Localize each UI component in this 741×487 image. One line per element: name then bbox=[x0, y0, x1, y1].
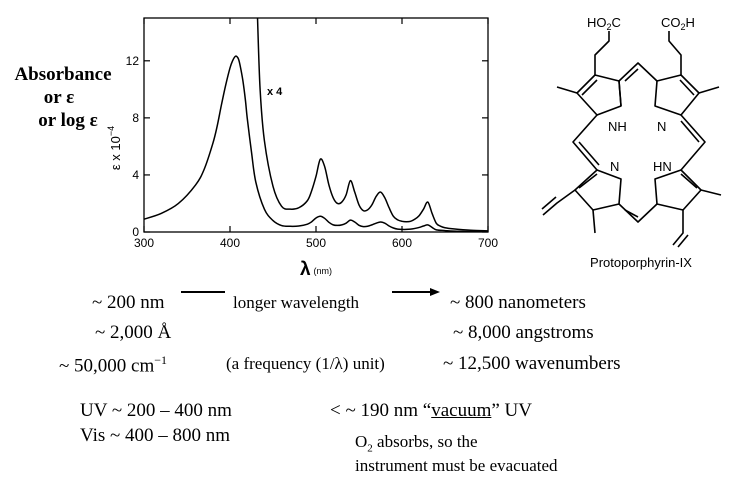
series-line-x4 bbox=[256, 17, 489, 232]
protoporphyrin-structure: HO2C CO2H NH N N HN Protoporphyrin-IX bbox=[541, 15, 722, 270]
left-carboxyl-label: HO2C bbox=[587, 15, 621, 32]
chart-axes bbox=[143, 17, 489, 233]
absorption-spectrum-chart: 300 400 500 600 700 0 4 8 12 ε x 10−4 λ (nm) x 4 bbox=[106, 17, 498, 280]
scale-right-wavenumber: ~ 12,500 wavenumbers bbox=[443, 353, 621, 374]
side-label-absorbance: Absorbance bbox=[14, 64, 112, 85]
x-axis-title: λ (nm) bbox=[300, 259, 332, 280]
n-label-1: N bbox=[657, 119, 666, 134]
series-line-spectrum bbox=[143, 55, 489, 233]
side-label-log-epsilon: or log ε bbox=[38, 110, 98, 131]
x-tick-label: 600 bbox=[392, 236, 412, 250]
scale-arrow-label: longer wavelength bbox=[233, 293, 360, 312]
x-tick-label: 300 bbox=[134, 236, 154, 250]
nh-label-1: NH bbox=[608, 119, 627, 134]
y-tick-label: 8 bbox=[132, 111, 139, 125]
chart-series bbox=[143, 17, 489, 233]
o2-absorbs-note: O2 absorbs, so the bbox=[355, 432, 478, 455]
y-tick-label: 4 bbox=[132, 168, 139, 182]
scale-right-nm: ~ 800 nanometers bbox=[450, 292, 586, 313]
scale-left-wavenumber: ~ 50,000 cm−1 bbox=[59, 353, 168, 377]
scale-left-nm: ~ 200 nm bbox=[92, 292, 165, 313]
x-tick-label: 400 bbox=[220, 236, 240, 250]
instrument-evacuated-note: instrument must be evacuated bbox=[355, 456, 558, 475]
x4-annotation: x 4 bbox=[267, 86, 283, 98]
chart-ticks: 300 400 500 600 700 0 4 8 12 bbox=[126, 18, 498, 250]
y-tick-label: 0 bbox=[132, 225, 139, 239]
side-label-epsilon: or ε bbox=[43, 87, 75, 108]
scale-right-angstrom: ~ 8,000 angstroms bbox=[453, 322, 594, 343]
y-axis-title: ε x 10−4 bbox=[106, 126, 123, 170]
vis-range: Vis ~ 400 – 800 nm bbox=[80, 425, 231, 446]
n-label-2: N bbox=[610, 159, 619, 174]
hn-label-2: HN bbox=[653, 159, 672, 174]
scale-arrow bbox=[392, 288, 440, 296]
plot-frame bbox=[143, 17, 489, 233]
y-tick-label: 12 bbox=[126, 54, 140, 68]
scale-line-left bbox=[181, 291, 225, 293]
side-axis-label: Absorbance or ε or log ε bbox=[2, 63, 124, 132]
x-tick-label: 500 bbox=[306, 236, 326, 250]
frequency-unit-note: (a frequency (1/λ) unit) bbox=[226, 354, 385, 373]
uv-range: UV ~ 200 – 400 nm bbox=[80, 400, 232, 421]
scale-left-angstrom: ~ 2,000 Å bbox=[95, 322, 172, 343]
x-tick-label: 700 bbox=[478, 236, 498, 250]
vacuum-uv-range: < ~ 190 nm “vacuum” UV bbox=[330, 400, 533, 421]
right-carboxyl-label: CO2H bbox=[661, 15, 695, 32]
molecule-title: Protoporphyrin-IX bbox=[590, 255, 692, 270]
